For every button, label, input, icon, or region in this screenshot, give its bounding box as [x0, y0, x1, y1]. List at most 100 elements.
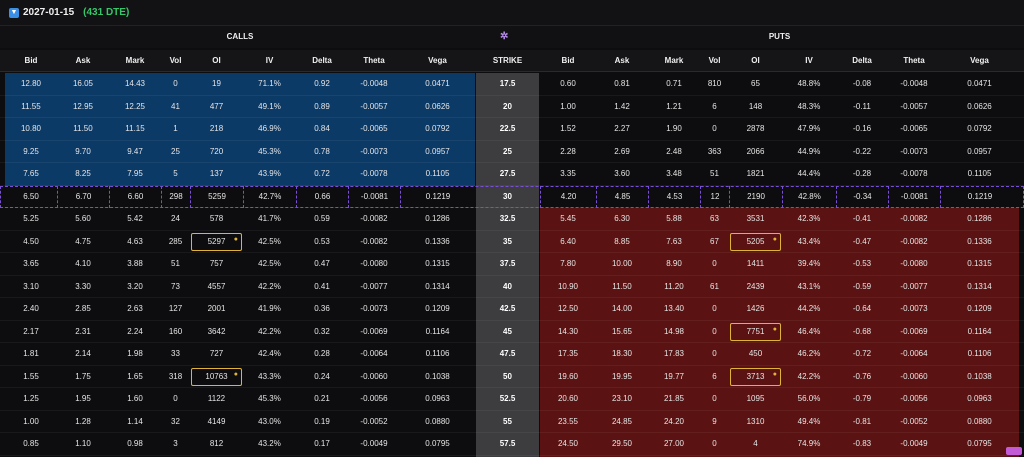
put-theta-cell[interactable]: -0.0073 — [900, 304, 928, 313]
put-mark-cell[interactable]: 13.40 — [663, 304, 685, 313]
put-vega-cell[interactable]: 0.0880 — [967, 416, 992, 426]
put-vol-cell[interactable]: 0 — [712, 439, 717, 448]
put-iv-cell[interactable]: 42.2% — [797, 371, 821, 381]
call-ask-cell[interactable]: 2.85 — [75, 304, 91, 313]
put-vega-cell[interactable]: 0.1038 — [967, 371, 992, 381]
put-theta-cell[interactable]: -0.0056 — [900, 394, 928, 403]
puts-col-bid[interactable]: Bid — [561, 56, 575, 65]
put-bid-cell[interactable]: 24.50 — [557, 439, 579, 448]
call-vega-cell[interactable]: 0.0795 — [425, 439, 450, 448]
call-ask-cell[interactable]: 1.10 — [75, 439, 91, 448]
call-delta-cell[interactable]: 0.41 — [314, 281, 330, 291]
call-oi-cell[interactable]: 218 — [209, 124, 224, 133]
expiry-header[interactable]: ▼ 2027-01-15 (431 DTE) — [0, 0, 1024, 26]
put-bid-cell[interactable]: 10.90 — [557, 281, 579, 291]
put-delta-cell[interactable]: -0.41 — [852, 214, 872, 223]
put-iv-cell[interactable]: 46.4% — [797, 326, 821, 336]
call-delta-cell[interactable]: 0.21 — [314, 394, 330, 403]
call-ask-cell[interactable]: 2.31 — [75, 326, 91, 336]
call-mark-cell[interactable]: 9.47 — [127, 146, 143, 156]
put-bid-cell[interactable]: 2.28 — [560, 146, 576, 156]
call-bid-cell[interactable]: 2.40 — [23, 304, 39, 313]
call-oi-cell[interactable]: 1122 — [207, 394, 226, 403]
call-theta-cell[interactable]: -0.0064 — [360, 349, 388, 358]
put-delta-cell[interactable]: -0.16 — [852, 124, 872, 133]
call-vega-cell[interactable]: 0.0880 — [425, 416, 450, 426]
put-mark-cell[interactable]: 24.20 — [663, 416, 685, 426]
call-delta-cell[interactable]: 0.66 — [296, 185, 348, 208]
table-row[interactable]: 9.25 9.70 9.47 25 720 45.3% 0.78 -0.0073 0.0957 2… — [0, 141, 1024, 163]
put-bid-cell[interactable]: 17.35 — [557, 349, 579, 358]
put-iv-cell[interactable]: 46.2% — [797, 349, 821, 358]
put-mark-cell[interactable]: 7.63 — [666, 236, 682, 246]
call-delta-cell[interactable]: 0.47 — [314, 259, 330, 268]
call-delta-cell[interactable]: 0.53 — [314, 236, 330, 246]
put-iv-cell[interactable]: 49.4% — [797, 416, 821, 426]
call-mark-cell[interactable]: 6.60 — [109, 185, 161, 208]
call-vol-cell[interactable]: 51 — [171, 259, 180, 268]
call-bid-cell[interactable]: 1.55 — [23, 371, 39, 381]
call-theta-cell[interactable]: -0.0057 — [360, 101, 388, 111]
put-mark-cell[interactable]: 4.53 — [648, 185, 700, 208]
table-row[interactable]: 2.17 2.31 2.24 160 3642 42.2% 0.32 -0.0069 0.116… — [0, 321, 1024, 343]
call-theta-cell[interactable]: -0.0078 — [360, 169, 388, 178]
call-vega-cell[interactable]: 0.1038 — [425, 371, 450, 381]
call-ask-cell[interactable]: 4.75 — [75, 236, 91, 246]
calls-col-bid[interactable]: Bid — [24, 56, 38, 65]
call-vega-cell[interactable]: 0.1209 — [425, 304, 450, 313]
put-vol-cell[interactable]: 63 — [710, 214, 719, 223]
call-delta-cell[interactable]: 0.17 — [314, 439, 330, 448]
puts-col-vega[interactable]: Vega — [970, 56, 989, 65]
call-iv-cell[interactable]: 43.2% — [258, 439, 281, 448]
call-bid-cell[interactable]: 2.17 — [23, 326, 39, 336]
put-vega-cell[interactable]: 0.0792 — [967, 124, 992, 133]
call-theta-cell[interactable]: -0.0048 — [360, 79, 388, 88]
call-oi-cell[interactable]: 4149 — [207, 416, 226, 426]
call-delta-cell[interactable]: 0.32 — [314, 326, 330, 336]
put-mark-cell[interactable]: 5.88 — [666, 214, 682, 223]
put-vol-cell[interactable]: 0 — [712, 349, 717, 358]
call-vega-cell[interactable]: 0.0471 — [425, 79, 450, 88]
call-delta-cell[interactable]: 0.36 — [314, 304, 330, 313]
call-bid-cell[interactable]: 10.80 — [20, 124, 42, 133]
call-theta-cell[interactable]: -0.0080 — [360, 259, 388, 268]
put-ask-cell[interactable]: 14.00 — [611, 304, 633, 313]
strike-cell[interactable]: 35 — [503, 236, 512, 246]
call-bid-cell[interactable]: 4.50 — [23, 236, 39, 246]
call-vol-cell[interactable]: 160 — [168, 326, 183, 336]
call-vega-cell[interactable]: 0.0957 — [425, 146, 450, 156]
strike-cell[interactable]: 17.5 — [499, 79, 516, 88]
put-delta-cell[interactable]: -0.81 — [852, 416, 872, 426]
call-theta-cell[interactable]: -0.0082 — [360, 236, 388, 246]
call-bid-cell[interactable]: 5.25 — [23, 214, 39, 223]
put-mark-cell[interactable]: 14.98 — [663, 326, 685, 336]
call-vega-cell[interactable]: 0.1286 — [425, 214, 450, 223]
put-mark-cell[interactable]: 0.71 — [666, 79, 682, 88]
call-theta-cell[interactable]: -0.0073 — [360, 304, 388, 313]
put-vol-cell[interactable]: 0 — [712, 394, 717, 403]
put-delta-cell[interactable]: -0.59 — [852, 281, 872, 291]
put-iv-cell[interactable]: 42.8% — [782, 185, 836, 208]
put-iv-cell[interactable]: 47.9% — [797, 124, 821, 133]
call-ask-cell[interactable]: 9.70 — [75, 146, 91, 156]
call-vega-cell[interactable]: 0.0963 — [425, 394, 450, 403]
table-row[interactable]: 10.80 11.50 11.15 1 218 46.9% 0.84 -0.0065 0.079… — [0, 118, 1024, 141]
call-oi-cell[interactable]: 5297 — [207, 236, 226, 246]
call-vol-cell[interactable]: 5 — [173, 169, 178, 178]
table-row[interactable]: 5.25 5.60 5.42 24 578 41.7% 0.59 -0.0082 0.1286 3… — [0, 208, 1024, 231]
put-ask-cell[interactable]: 11.50 — [612, 281, 632, 291]
call-ask-cell[interactable]: 2.14 — [75, 349, 91, 358]
call-iv-cell[interactable]: 42.2% — [258, 326, 281, 336]
put-vega-cell[interactable]: 0.1105 — [967, 169, 992, 178]
put-ask-cell[interactable]: 15.65 — [611, 326, 633, 336]
call-delta-cell[interactable]: 0.72 — [314, 169, 330, 178]
put-theta-cell[interactable]: -0.0048 — [900, 79, 928, 88]
call-theta-cell[interactable]: -0.0056 — [360, 394, 388, 403]
puts-col-ask[interactable]: Ask — [614, 56, 630, 65]
put-iv-cell[interactable]: 43.1% — [797, 281, 821, 291]
put-theta-cell[interactable]: -0.0080 — [900, 259, 928, 268]
put-ask-cell[interactable]: 2.69 — [614, 146, 630, 156]
call-delta-cell[interactable]: 0.19 — [314, 416, 330, 426]
call-oi-cell[interactable]: 3642 — [207, 326, 226, 336]
puts-col-theta[interactable]: Theta — [903, 56, 925, 65]
